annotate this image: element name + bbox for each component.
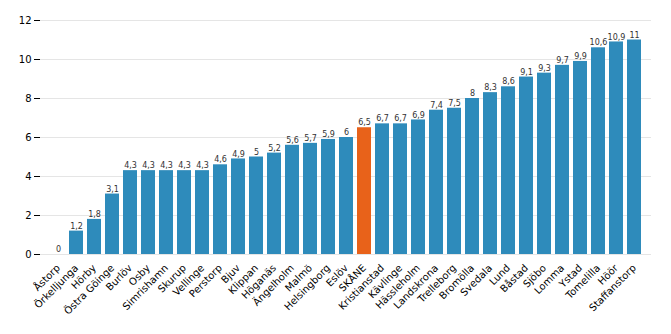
svg-text:Kävlinge: Kävlinge bbox=[366, 262, 405, 301]
svg-text:Höör: Höör bbox=[595, 262, 621, 287]
svg-text:Ängelholm: Ängelholm bbox=[250, 262, 297, 308]
svg-text:3,1: 3,1 bbox=[106, 185, 119, 194]
svg-text:9,3: 9,3 bbox=[538, 64, 551, 73]
svg-text:4,6: 4,6 bbox=[214, 155, 227, 164]
svg-text:1,2: 1,2 bbox=[70, 222, 83, 231]
svg-text:6,7: 6,7 bbox=[394, 114, 407, 123]
svg-text:Vellinge: Vellinge bbox=[170, 262, 207, 298]
svg-text:Svedala: Svedala bbox=[458, 262, 495, 299]
svg-text:Höganäs: Höganäs bbox=[239, 262, 279, 301]
svg-text:6: 6 bbox=[25, 132, 31, 143]
svg-text:6,5: 6,5 bbox=[358, 118, 371, 127]
svg-text:Perstorp: Perstorp bbox=[187, 262, 224, 299]
svg-text:Simrishamn: Simrishamn bbox=[120, 262, 171, 313]
svg-text:Kristianstad: Kristianstad bbox=[336, 262, 387, 312]
svg-text:Sjöbo: Sjöbo bbox=[520, 262, 549, 290]
svg-text:8,6: 8,6 bbox=[502, 77, 515, 86]
svg-text:4,3: 4,3 bbox=[142, 161, 155, 170]
svg-text:6,9: 6,9 bbox=[412, 111, 425, 120]
svg-text:8,3: 8,3 bbox=[484, 83, 497, 92]
svg-text:Trelleborg: Trelleborg bbox=[415, 262, 459, 305]
svg-text:Lomma: Lomma bbox=[532, 262, 567, 297]
svg-text:4,3: 4,3 bbox=[124, 161, 137, 170]
svg-text:Osby: Osby bbox=[126, 262, 153, 288]
svg-text:2: 2 bbox=[25, 210, 31, 221]
svg-text:Hässleholm: Hässleholm bbox=[373, 262, 423, 311]
svg-text:Östra Göinge: Östra Göinge bbox=[61, 262, 117, 317]
svg-text:0: 0 bbox=[25, 249, 31, 260]
svg-text:Helsingborg: Helsingborg bbox=[282, 262, 332, 312]
svg-text:Åstorp: Åstorp bbox=[31, 262, 63, 293]
svg-text:5,2: 5,2 bbox=[268, 144, 281, 153]
svg-text:Landskrona: Landskrona bbox=[391, 262, 441, 311]
svg-text:9,1: 9,1 bbox=[520, 68, 533, 77]
svg-text:Bromölla: Bromölla bbox=[437, 262, 477, 302]
svg-text:Hörby: Hörby bbox=[69, 262, 99, 292]
svg-text:10,9: 10,9 bbox=[608, 33, 626, 42]
svg-text:7,5: 7,5 bbox=[448, 99, 461, 108]
svg-text:Malmö: Malmö bbox=[282, 262, 315, 294]
svg-text:Ystad: Ystad bbox=[556, 262, 585, 290]
svg-text:5,7: 5,7 bbox=[304, 134, 317, 143]
svg-text:Lund: Lund bbox=[487, 262, 513, 288]
svg-text:5: 5 bbox=[254, 148, 259, 157]
svg-text:Burlöv: Burlöv bbox=[103, 262, 135, 293]
svg-text:10,6: 10,6 bbox=[590, 38, 608, 47]
svg-text:9,7: 9,7 bbox=[556, 56, 569, 65]
svg-text:4,3: 4,3 bbox=[160, 161, 173, 170]
svg-text:Skurup: Skurup bbox=[155, 262, 189, 295]
svg-text:5,9: 5,9 bbox=[322, 130, 335, 139]
svg-text:4,9: 4,9 bbox=[232, 150, 245, 159]
svg-text:5,6: 5,6 bbox=[286, 136, 299, 145]
svg-text:Klippan: Klippan bbox=[226, 262, 261, 297]
svg-text:Eslöv: Eslöv bbox=[323, 262, 351, 289]
svg-text:1,8: 1,8 bbox=[88, 210, 101, 219]
svg-text:8: 8 bbox=[470, 89, 475, 98]
svg-text:12: 12 bbox=[19, 15, 32, 26]
svg-text:Staffanstorp: Staffanstorp bbox=[587, 262, 638, 313]
svg-text:4,3: 4,3 bbox=[178, 161, 191, 170]
svg-text:11: 11 bbox=[629, 31, 639, 40]
svg-text:4: 4 bbox=[25, 171, 31, 182]
svg-text:SKÅNE: SKÅNE bbox=[336, 262, 369, 294]
svg-text:9,9: 9,9 bbox=[574, 52, 587, 61]
svg-text:4,3: 4,3 bbox=[196, 161, 209, 170]
svg-text:6: 6 bbox=[344, 128, 349, 137]
svg-text:Tomelilla: Tomelilla bbox=[563, 262, 603, 301]
svg-text:6,7: 6,7 bbox=[376, 114, 389, 123]
svg-text:Båstad: Båstad bbox=[497, 262, 531, 295]
svg-text:7,4: 7,4 bbox=[430, 101, 443, 110]
svg-text:8: 8 bbox=[25, 93, 31, 104]
svg-text:10: 10 bbox=[19, 54, 32, 65]
svg-text:Örkelljunga: Örkelljunga bbox=[32, 262, 81, 311]
svg-text:Bjuv: Bjuv bbox=[218, 262, 243, 286]
svg-text:0: 0 bbox=[56, 245, 61, 254]
